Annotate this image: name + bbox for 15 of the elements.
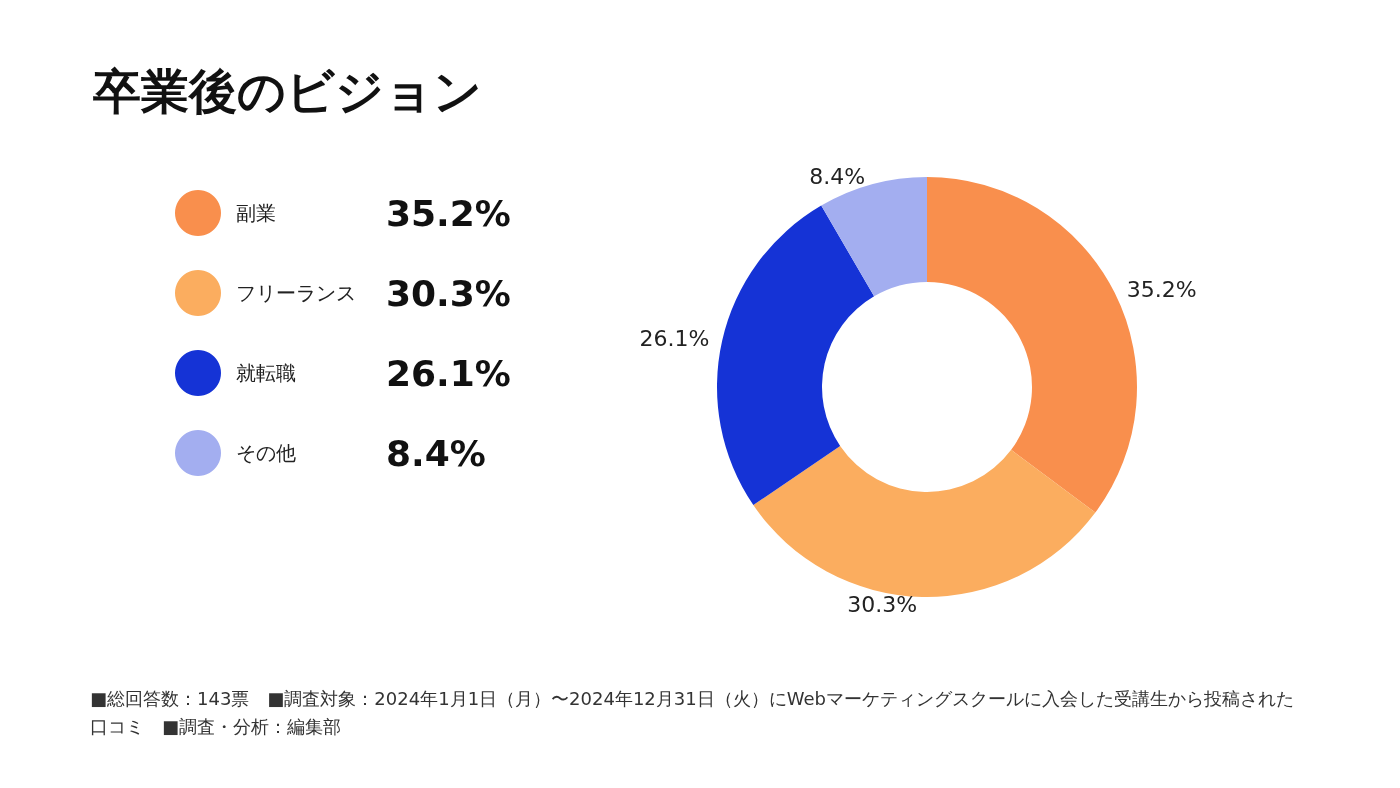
text: 8.4% [386, 432, 486, 474]
legend-label: その他 [236, 441, 296, 465]
chart-title: 卒業後のビジョン [92, 63, 482, 119]
text: 35.2% [386, 192, 511, 234]
text: 口コミ ■調査・分析：編集部 [90, 715, 342, 737]
text: ■総回答数：143票 ■調査対象：2024年1月1日（月）〜2024年12月31日（火）にWebマーケティングスクールに入会した受講生から投稿された [90, 687, 1294, 709]
legend-label: フリーランス [236, 281, 356, 305]
data-label: 8.4% [809, 164, 866, 190]
text: 26.1% [386, 352, 511, 394]
text: 30.3% [386, 272, 511, 314]
legend-label: 副業 [236, 201, 276, 225]
data-label: 35.2% [1126, 276, 1197, 302]
data-label: 30.3% [847, 592, 918, 618]
data-label: 26.1% [639, 326, 710, 352]
legend-label: 就転職 [236, 361, 296, 385]
